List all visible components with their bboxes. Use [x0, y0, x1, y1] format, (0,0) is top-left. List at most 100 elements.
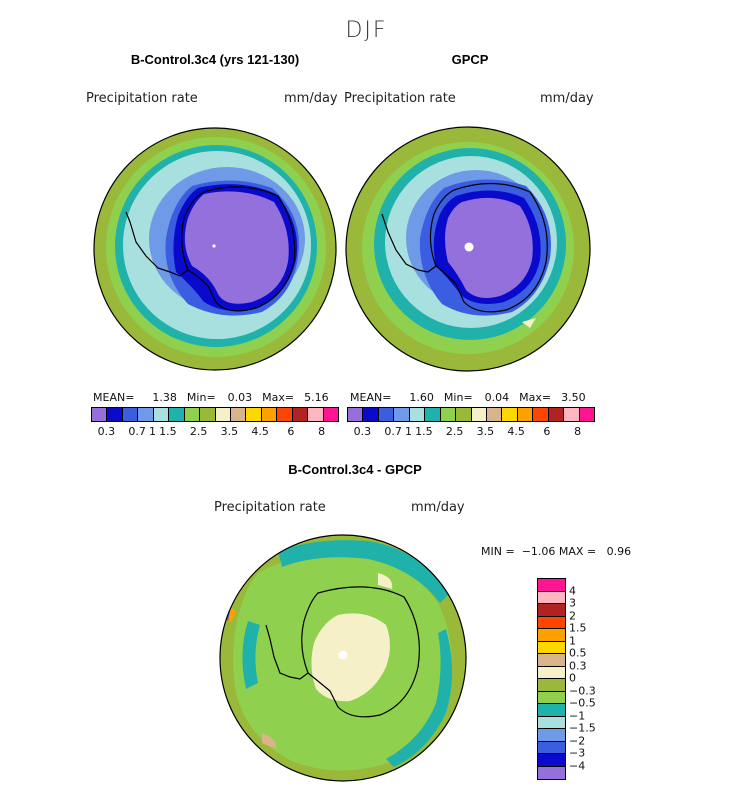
diff-minmax: MIN = −1.06 MAX = 0.96 [481, 545, 631, 558]
diff-panel-title: B-Control.3c4 - GPCP [288, 462, 422, 477]
right-panel-title: GPCP [451, 52, 489, 67]
diff-tick: −4 [569, 759, 586, 772]
diff-colorbar-swatch [538, 704, 565, 717]
diff-min-label: MIN = [481, 545, 515, 558]
right-units: mm/day [540, 91, 594, 106]
left-tick: 1.5 [159, 425, 177, 438]
left-colorbar-swatch [122, 408, 139, 421]
right-map-peninsula [381, 213, 437, 273]
left-colorbar-swatch [261, 408, 278, 421]
diff-tick: −1 [569, 709, 586, 722]
left-colorbar-swatch [153, 408, 170, 421]
diff-tick: 1 [569, 634, 576, 647]
diff-tick: 3 [569, 596, 576, 610]
right-map-coastline [429, 182, 548, 313]
left-panel-title: B-Control.3c4 (yrs 121-130) [130, 52, 300, 67]
diff-tick: −0.3 [569, 684, 596, 697]
left-colorbar-swatch [323, 408, 338, 421]
left-colorbar-swatch [107, 408, 123, 421]
left-colorbar-swatch [184, 408, 201, 421]
left-colorbar-swatch [200, 408, 216, 421]
right-polar-map [345, 126, 591, 372]
right-colorbar-swatch [502, 408, 518, 421]
diff-max-value: 0.96 [606, 545, 632, 558]
diff-tick: −0.5 [569, 696, 596, 710]
diff-colorbar-swatch [538, 729, 565, 742]
diff-colorbar-ticks: 4 3 2 1.5 1 0.5 0.3 0 −0.3 −0.5 −1 −1.5 … [569, 578, 609, 778]
left-stats: MEAN= 1.38 Min= 0.03 Max= 5.16 [93, 391, 329, 404]
left-field-name: Precipitation rate [86, 91, 198, 106]
right-colorbar-swatch [533, 408, 549, 421]
left-tick: 6 [287, 425, 295, 438]
right-tick: 0.3 [353, 425, 372, 438]
left-min-label: Min= [186, 391, 216, 404]
right-colorbar-swatch [548, 408, 565, 421]
right-tick: 6 [543, 425, 551, 438]
right-min-label: Min= [443, 391, 473, 404]
left-polar-map [93, 127, 337, 371]
left-min-value: 0.03 [227, 391, 253, 404]
diff-map-interior-patch [311, 613, 390, 702]
season-title: DJF [345, 18, 388, 43]
right-map-pole [464, 242, 474, 252]
right-colorbar-swatch [440, 408, 457, 421]
left-colorbar-swatch [138, 408, 154, 421]
diff-map-peninsula [265, 624, 309, 680]
right-stats: MEAN= 1.60 Min= 0.04 Max= 3.50 [350, 391, 586, 404]
left-tick: 3.5 [220, 425, 239, 438]
diff-tick: 0.5 [569, 646, 587, 660]
right-tick: 8 [574, 425, 582, 438]
diff-tick: 4 [569, 584, 576, 597]
diff-colorbar-swatch [538, 716, 565, 729]
diff-tick: 0.3 [569, 659, 587, 672]
right-colorbar-swatch [517, 408, 534, 421]
left-map-coastline [181, 186, 296, 312]
diff-map-patch-2 [378, 573, 393, 589]
left-tick: 4.5 [251, 425, 269, 438]
left-map-band-core [184, 191, 289, 304]
diff-tick: −1.5 [569, 721, 596, 735]
diff-tick: 0 [569, 671, 576, 685]
left-colorbar [91, 407, 339, 422]
right-min-value: 0.04 [484, 391, 510, 404]
left-map-border [93, 127, 337, 371]
left-tick: 8 [318, 425, 326, 438]
right-colorbar-swatch [486, 408, 503, 421]
diff-map-band-east [386, 629, 452, 767]
left-colorbar-swatch [277, 408, 293, 421]
diff-tick: −3 [569, 746, 586, 760]
left-colorbar-swatch [308, 408, 324, 421]
diff-map-border [219, 534, 467, 782]
diff-tick: 1.5 [569, 621, 587, 635]
right-tick: 0.7 [384, 425, 402, 438]
right-max-label: Max= [519, 391, 552, 404]
diff-colorbar-swatch [538, 679, 565, 692]
left-max-value: 5.16 [304, 391, 329, 404]
diff-polar-map [219, 534, 467, 782]
diff-colorbar [537, 578, 566, 780]
diff-units: mm/day [411, 500, 465, 515]
left-map-peninsula [125, 211, 189, 277]
right-tick: 2.5 [445, 425, 464, 438]
left-tick: 0.3 [97, 425, 116, 438]
right-colorbar-swatch [579, 408, 594, 421]
diff-colorbar-swatch [538, 616, 565, 629]
right-field-name: Precipitation rate [344, 91, 456, 106]
diff-colorbar-swatch [538, 604, 565, 617]
right-mean-value: 1.60 [409, 391, 434, 404]
diff-colorbar-swatch [538, 754, 565, 767]
left-colorbar-swatch [230, 408, 247, 421]
diff-map-band-north [278, 540, 450, 603]
right-colorbar [347, 407, 595, 422]
right-tick: 4.5 [507, 425, 525, 438]
left-mean-label: MEAN= [93, 391, 135, 404]
right-colorbar-ticks: 0.3 0.7 1 1.5 2.5 3.5 4.5 6 8 [347, 425, 593, 439]
right-colorbar-swatch [394, 408, 410, 421]
diff-colorbar-swatch [538, 654, 565, 667]
left-colorbar-swatch [169, 408, 185, 421]
diff-colorbar-swatch [538, 591, 565, 604]
diff-map-band-west [242, 621, 260, 689]
diff-colorbar-swatch [538, 741, 565, 754]
right-colorbar-swatch [425, 408, 441, 421]
right-map-patch [522, 318, 536, 328]
